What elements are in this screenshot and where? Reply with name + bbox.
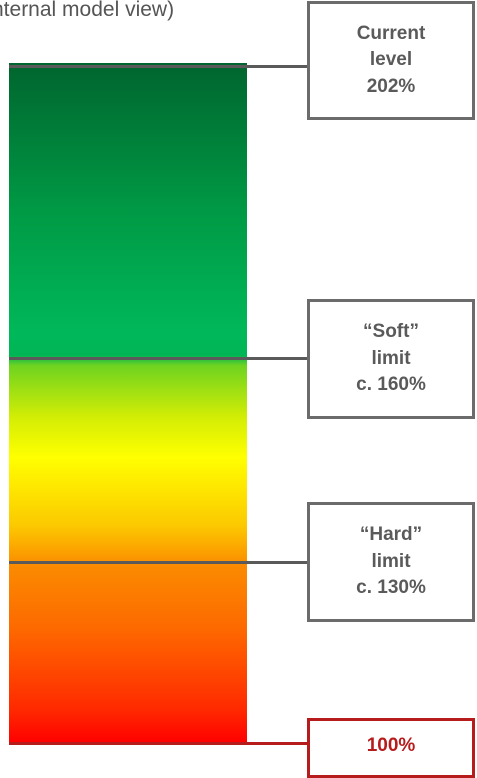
capital-level-gradient-bar bbox=[9, 63, 247, 743]
hard-limit-callout: “Hard” limit c. 130% bbox=[307, 502, 475, 622]
current-level-label-line2: level bbox=[369, 49, 413, 71]
hard-limit-label-line1: “Hard” bbox=[359, 524, 423, 546]
hard-limit-label-line2: limit bbox=[371, 550, 411, 572]
diagram-header-text: nternal model view) bbox=[0, 0, 175, 21]
soft-limit-label-line2: limit bbox=[371, 347, 411, 369]
current-level-callout: Current level 202% bbox=[307, 1, 475, 120]
base-level-callout: 100% bbox=[307, 718, 475, 778]
soft-limit-callout: “Soft” limit c. 160% bbox=[307, 299, 475, 419]
soft-limit-label-line1: “Soft” bbox=[363, 321, 419, 343]
base-level-value: 100% bbox=[366, 735, 416, 756]
soft-limit-value: c. 160% bbox=[356, 374, 426, 396]
current-level-value: 202% bbox=[366, 75, 416, 97]
hard-limit-value: c. 130% bbox=[356, 577, 426, 599]
current-level-label-line1: Current bbox=[356, 22, 426, 44]
hard-limit-leader-line bbox=[9, 561, 307, 564]
soft-limit-leader-line bbox=[9, 357, 307, 360]
base-level-leader-line bbox=[9, 742, 307, 745]
current-level-leader-line bbox=[9, 65, 307, 68]
